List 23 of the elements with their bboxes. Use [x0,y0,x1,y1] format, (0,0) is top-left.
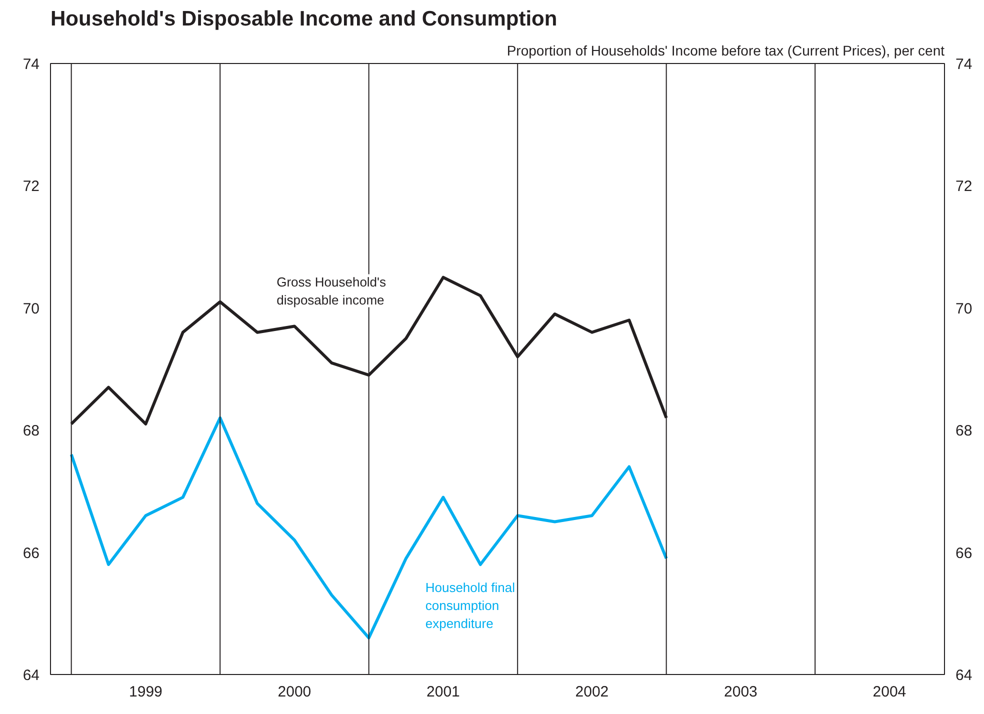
x-tick-label: 2001 [426,684,460,700]
y-tick-label: 66 [22,544,40,562]
line-series [70,416,668,640]
y-tick-label: 72 [22,178,40,196]
text: Household final consumption expenditure [425,580,516,631]
y-tick-label: 74 [22,56,40,73]
y2-tick-label: 74 [956,56,972,73]
x-tick-label: 2000 [278,684,312,700]
x-tick-label: 1999 [129,684,162,700]
y2-tick-label: 72 [956,178,972,196]
y-tick-label: 68 [22,422,40,440]
y-tick-label: 64 [22,667,40,684]
y2-tick-label: 64 [956,667,972,684]
x-tick-label: 2004 [872,684,906,700]
y-tick-label: 70 [22,300,40,318]
series-label: Gross Household's disposable income [276,274,387,308]
chart-title: Household's Disposable Income and Consumption [50,8,558,30]
x-tick-label: 2002 [575,684,609,700]
chart-subtitle: Proportion of Households' Income before tax (Current Prices), per cent [506,42,945,58]
y2-tick-label: 70 [956,300,972,318]
x-tick-label: 2003 [724,684,758,700]
y2-tick-label: 68 [956,422,972,440]
y2-tick-label: 66 [956,544,972,562]
